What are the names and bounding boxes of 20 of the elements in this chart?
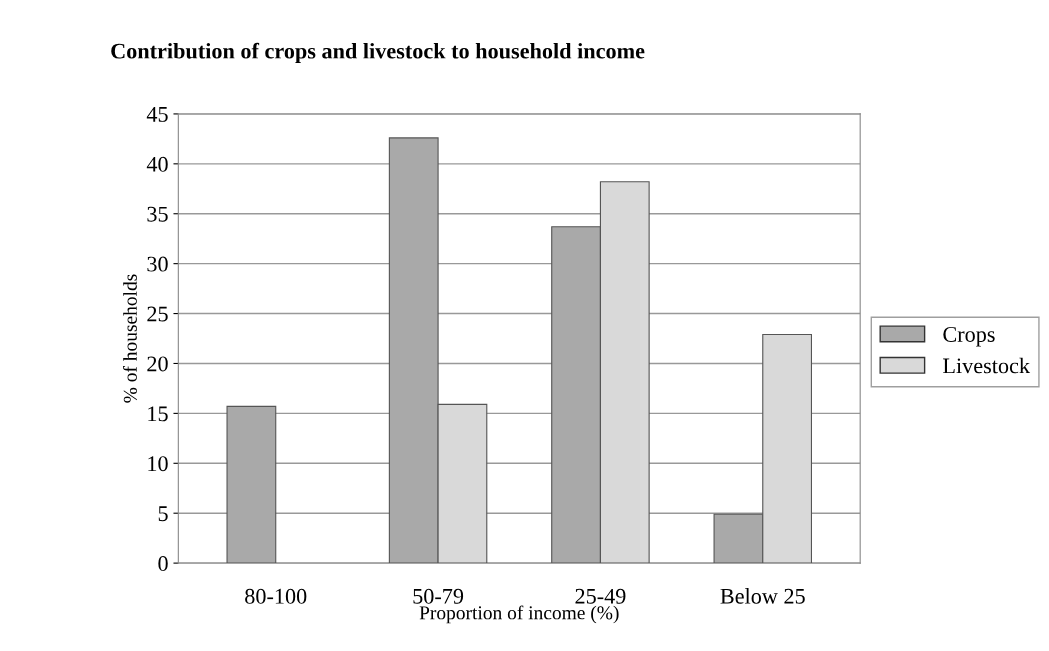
y-axis-title: % of households: [123, 274, 137, 403]
y-tick-label: 20: [147, 356, 168, 372]
y-tick-label: 10: [148, 456, 168, 472]
x-tick-label: 50-79: [413, 588, 464, 604]
y-tick-label: 25: [147, 306, 168, 322]
y-tick-label: 15: [148, 406, 168, 422]
y-tick-label: 30: [147, 256, 168, 272]
chart-title: Contribution of crops and livestock to household income: [111, 42, 645, 64]
y-tick-label: 45: [146, 107, 168, 122]
x-axis-title: Proportion of income (%): [419, 605, 619, 624]
legend-label: Crops: [943, 326, 995, 347]
x-tick-label: 25-49: [575, 588, 626, 604]
y-tick-label: 0: [158, 556, 168, 572]
x-tick-label: 80-100: [245, 588, 307, 604]
legend-label: Livestock: [943, 357, 1031, 374]
y-tick-label: 5: [158, 506, 168, 522]
y-tick-label: 40: [146, 156, 168, 172]
bar: [226, 405, 277, 564]
x-tick-label: Below 25: [720, 588, 805, 604]
y-tick-label: 35: [147, 206, 168, 222]
